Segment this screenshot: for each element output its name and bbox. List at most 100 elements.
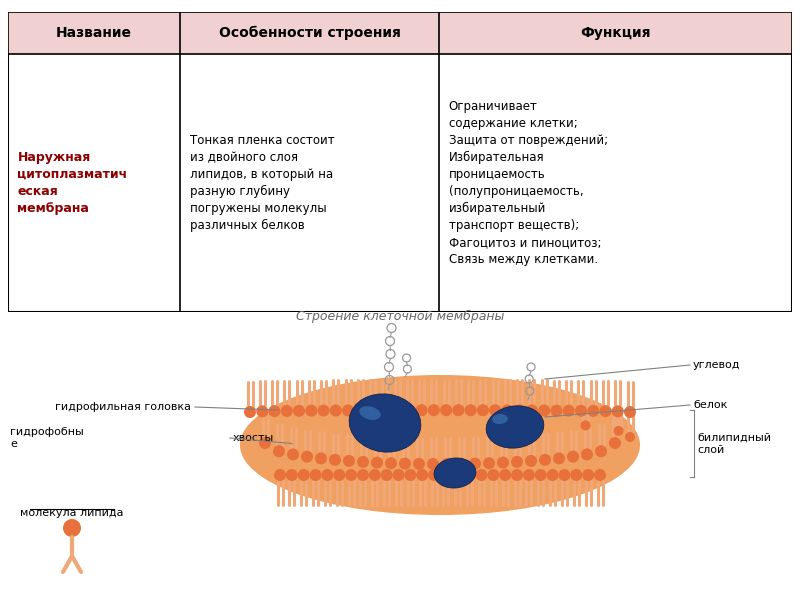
Circle shape: [256, 406, 268, 418]
Circle shape: [399, 458, 411, 470]
Circle shape: [404, 469, 416, 481]
Circle shape: [614, 426, 623, 436]
Circle shape: [452, 404, 464, 416]
Circle shape: [286, 469, 298, 481]
Text: углевод: углевод: [693, 360, 741, 370]
Circle shape: [562, 404, 574, 416]
Circle shape: [582, 469, 594, 481]
Circle shape: [381, 469, 393, 481]
Circle shape: [587, 405, 599, 417]
Ellipse shape: [359, 406, 381, 420]
Circle shape: [369, 469, 381, 481]
Circle shape: [497, 457, 509, 469]
Circle shape: [609, 437, 621, 449]
Circle shape: [343, 455, 355, 467]
Text: гидрофобны
е: гидрофобны е: [10, 427, 84, 449]
Circle shape: [281, 405, 293, 417]
Circle shape: [523, 469, 535, 481]
Circle shape: [357, 456, 369, 468]
Circle shape: [259, 437, 271, 449]
Text: белок: белок: [693, 400, 727, 410]
Circle shape: [329, 454, 341, 466]
Text: билипидный
слой: билипидный слой: [697, 432, 771, 455]
Circle shape: [477, 404, 489, 416]
Circle shape: [539, 454, 551, 466]
Circle shape: [599, 405, 611, 417]
Circle shape: [354, 404, 366, 416]
Text: Название: Название: [56, 26, 132, 40]
FancyBboxPatch shape: [8, 12, 792, 54]
Circle shape: [366, 404, 378, 416]
Text: гидрофильная головка: гидрофильная головка: [55, 402, 191, 412]
Circle shape: [393, 469, 405, 481]
Circle shape: [511, 456, 523, 468]
Circle shape: [310, 469, 322, 481]
Circle shape: [455, 458, 467, 470]
Circle shape: [465, 404, 477, 416]
Circle shape: [345, 469, 357, 481]
Circle shape: [581, 448, 593, 460]
Circle shape: [441, 458, 453, 470]
Text: молекула липида: молекула липида: [20, 508, 124, 518]
Circle shape: [526, 404, 538, 416]
Circle shape: [499, 469, 511, 481]
Circle shape: [595, 445, 607, 457]
Circle shape: [428, 469, 440, 481]
Ellipse shape: [492, 414, 508, 424]
Text: Особенности строения: Особенности строения: [219, 26, 401, 40]
Circle shape: [416, 404, 428, 416]
Circle shape: [440, 469, 452, 481]
Circle shape: [489, 404, 501, 416]
Text: Тонкая пленка состоит
из двойного слоя
липидов, в который на
разную глубину
погр: Тонкая пленка состоит из двойного слоя л…: [190, 134, 334, 232]
Circle shape: [625, 432, 635, 442]
Circle shape: [63, 519, 81, 537]
FancyBboxPatch shape: [8, 12, 792, 312]
Circle shape: [538, 404, 550, 416]
Circle shape: [330, 404, 342, 416]
Circle shape: [315, 452, 327, 464]
Circle shape: [581, 421, 590, 430]
Circle shape: [483, 457, 495, 469]
Ellipse shape: [434, 458, 476, 488]
Ellipse shape: [486, 406, 544, 448]
Circle shape: [318, 404, 330, 416]
Circle shape: [403, 404, 415, 416]
Circle shape: [371, 457, 383, 469]
Circle shape: [511, 469, 523, 481]
Circle shape: [391, 404, 403, 416]
Circle shape: [273, 445, 285, 457]
Circle shape: [269, 405, 281, 417]
Ellipse shape: [240, 375, 640, 515]
Circle shape: [452, 469, 464, 481]
Text: Наружная
цитоплазматич
еская
мембрана: Наружная цитоплазматич еская мембрана: [18, 151, 127, 215]
Circle shape: [298, 469, 310, 481]
Circle shape: [514, 404, 526, 416]
Circle shape: [594, 469, 606, 481]
Circle shape: [293, 405, 305, 417]
Circle shape: [624, 406, 636, 418]
Circle shape: [427, 458, 439, 470]
Text: Функция: Функция: [580, 26, 651, 40]
Circle shape: [306, 404, 318, 416]
Ellipse shape: [349, 394, 421, 452]
Circle shape: [525, 455, 537, 467]
Circle shape: [550, 404, 562, 416]
Circle shape: [570, 469, 582, 481]
Circle shape: [274, 469, 286, 481]
Circle shape: [558, 469, 570, 481]
Circle shape: [464, 469, 476, 481]
Circle shape: [534, 469, 546, 481]
Circle shape: [612, 406, 624, 418]
Circle shape: [546, 469, 558, 481]
Circle shape: [553, 452, 565, 464]
Circle shape: [575, 405, 587, 417]
Circle shape: [342, 404, 354, 416]
Circle shape: [244, 406, 256, 418]
Circle shape: [385, 457, 397, 469]
Circle shape: [322, 469, 334, 481]
Text: хвосты: хвосты: [233, 433, 274, 443]
Circle shape: [469, 458, 481, 470]
Circle shape: [416, 469, 428, 481]
Circle shape: [428, 404, 440, 416]
Circle shape: [379, 404, 391, 416]
